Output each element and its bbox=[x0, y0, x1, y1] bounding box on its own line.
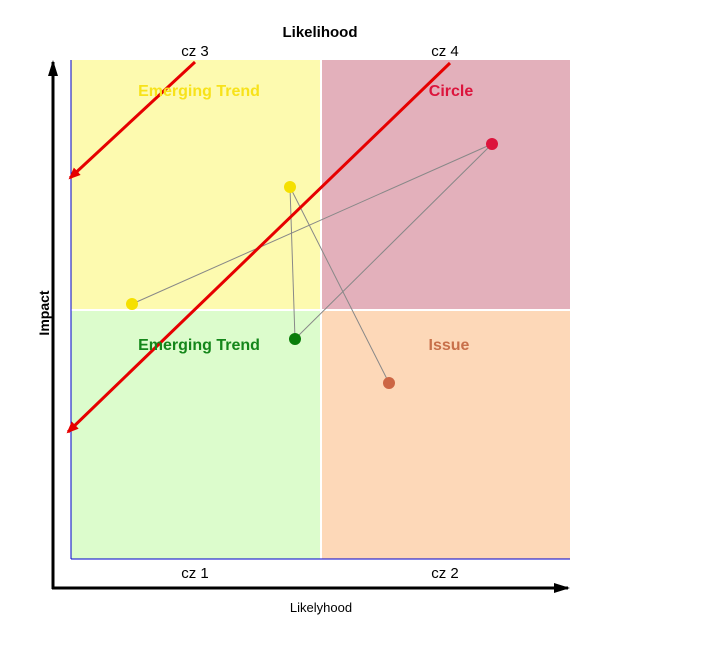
connector-line bbox=[289, 186, 390, 384]
trend-arrow-upper bbox=[68, 60, 197, 180]
point-orange[interactable] bbox=[383, 377, 395, 389]
diagram-title: Likelihood bbox=[283, 24, 358, 41]
point-yellow-upper[interactable] bbox=[284, 181, 296, 193]
point-yellow-lower[interactable] bbox=[126, 298, 138, 310]
quadrant-top-right bbox=[321, 60, 570, 310]
quadrant-label-bottom-right: Issue bbox=[429, 337, 470, 354]
connector-line bbox=[289, 186, 296, 340]
point-red[interactable] bbox=[486, 138, 498, 150]
quadrant-bottom-left bbox=[71, 310, 321, 559]
zone-label-cz1: cz 1 bbox=[181, 565, 209, 582]
y-axis-label: Impact bbox=[36, 290, 52, 335]
zone-label-cz2: cz 2 bbox=[431, 565, 459, 582]
point-green[interactable] bbox=[289, 333, 301, 345]
quadrant-top-left bbox=[71, 60, 321, 310]
quadrant-label-bottom-left: Emerging Trend bbox=[138, 337, 260, 354]
connector-line bbox=[131, 143, 493, 305]
x-axis-label: Likelyhood bbox=[290, 600, 352, 615]
zone-label-cz3: cz 3 bbox=[181, 43, 209, 60]
quadrant-label-top-right: Circle bbox=[429, 83, 474, 100]
quadrant-label-top-left: Emerging Trend bbox=[138, 83, 260, 100]
connector-line bbox=[294, 143, 493, 340]
connector-lines bbox=[131, 143, 493, 384]
zone-label-cz4: cz 4 bbox=[431, 43, 459, 60]
quadrant-bottom-right bbox=[321, 310, 570, 559]
trend-arrow-lower bbox=[66, 61, 452, 434]
